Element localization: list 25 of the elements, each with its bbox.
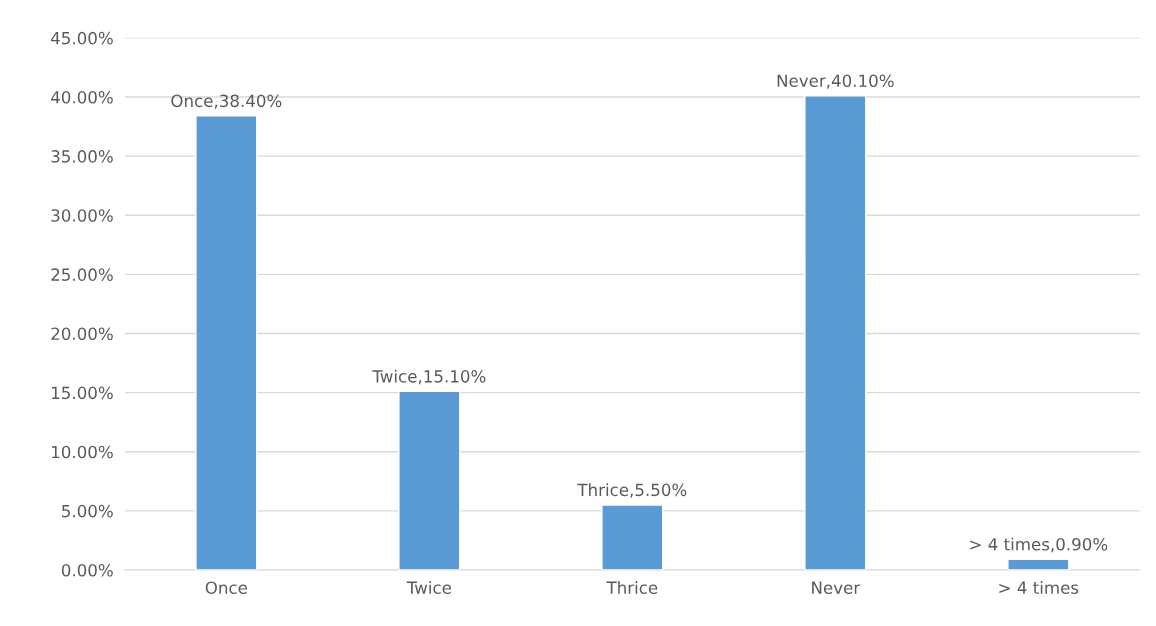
data-label: Once,38.40%: [171, 94, 282, 109]
y-tick-label: 40.00%: [51, 90, 113, 104]
bar: [195, 115, 258, 570]
y-tick-label: 10.00%: [52, 445, 113, 459]
data-label: Never,40.10%: [777, 74, 894, 89]
y-tick-label: 30.00%: [51, 209, 113, 222]
y-tick-label: 15.00%: [52, 386, 113, 400]
x-tick-label: Once: [205, 581, 248, 594]
x-tick-label: Never: [812, 581, 861, 594]
y-tick-label: 5.00%: [62, 504, 113, 518]
bar: [1007, 558, 1070, 570]
y-tick-label: 45.00%: [51, 31, 113, 45]
bar: [601, 504, 664, 570]
data-label: Twice,15.10%: [372, 369, 486, 385]
y-tick-label: 25.00%: [51, 268, 113, 281]
y-tick-label: 0.00%: [61, 563, 113, 577]
data-label: Thrice,5.50%: [577, 483, 687, 498]
y-tick-label: 35.00%: [51, 150, 113, 163]
bar: [398, 390, 461, 570]
x-tick-label: Thrice: [606, 581, 658, 594]
bar: [804, 95, 867, 570]
x-tick-label: Twice: [406, 581, 452, 594]
y-tick-label: 20.00%: [51, 327, 113, 341]
x-tick-label: > 4 times: [999, 581, 1079, 594]
data-label: > 4 times,0.90%: [970, 537, 1108, 553]
